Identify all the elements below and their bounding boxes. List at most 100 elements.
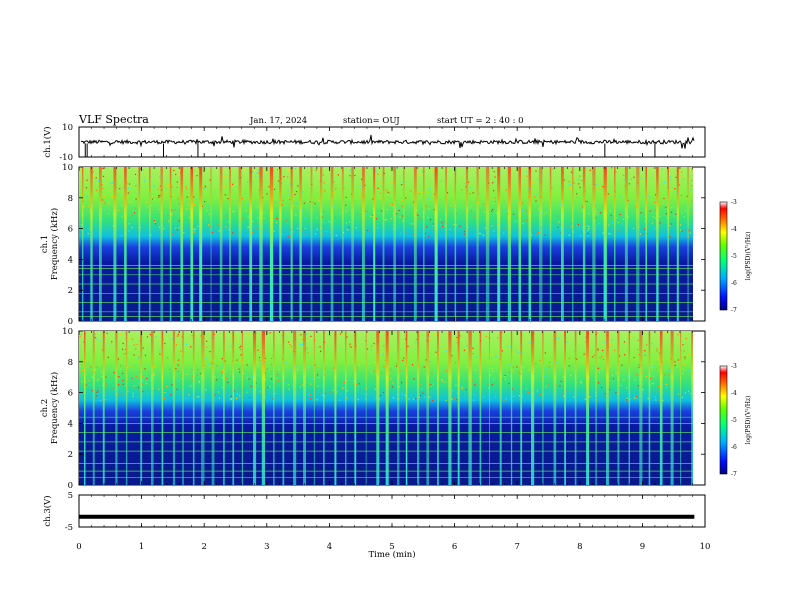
spectrogram-speckle xyxy=(117,393,120,395)
spectrogram-speckle xyxy=(108,213,110,215)
spectrogram-speckle xyxy=(166,386,168,388)
ch1-y-label: ch.1(V) xyxy=(42,126,53,157)
spectrogram-speckle xyxy=(497,337,499,339)
spectrogram-speckle xyxy=(143,343,145,345)
spectrogram-speckle xyxy=(167,186,169,188)
spectrogram-speckle xyxy=(504,332,506,334)
spectrogram-speckle xyxy=(271,363,273,365)
spectrogram-speckle xyxy=(169,368,171,370)
spectrogram-speckle xyxy=(430,337,432,340)
spectrogram-speckle xyxy=(281,335,283,337)
x-tick-label: 0 xyxy=(76,542,81,552)
spectrogram-speckle xyxy=(97,380,99,382)
spectrogram-speckle xyxy=(405,338,407,340)
spectrogram-speckle xyxy=(175,368,177,370)
spectrogram-speckle xyxy=(627,375,629,377)
spectrogram-speckle xyxy=(110,182,112,184)
spectrogram-speckle xyxy=(452,390,454,392)
spectrogram-speckle xyxy=(649,377,651,379)
spectrogram-speckle xyxy=(292,231,294,233)
spectrogram-speckle xyxy=(158,188,160,190)
spectrogram-speckle xyxy=(124,332,126,335)
sferic-streak xyxy=(376,331,380,485)
spectrogram-speckle xyxy=(428,190,430,192)
spectrogram-speckle xyxy=(134,364,136,366)
spectrogram-speckle xyxy=(523,184,525,186)
spectrogram-speckle xyxy=(443,220,445,223)
spectrogram-speckle xyxy=(357,398,359,401)
spectrogram-speckle xyxy=(435,334,437,336)
spectrogram-speckle xyxy=(537,179,539,181)
spectrogram-speckle xyxy=(318,199,320,202)
spectrogram-speckle xyxy=(410,205,412,207)
spectrogram-speckle xyxy=(99,340,101,342)
spectrogram-speckle xyxy=(122,342,124,344)
spectrogram-speckle xyxy=(149,334,151,336)
spectrogram-speckle xyxy=(186,188,188,190)
spectrogram-speckle xyxy=(248,226,250,228)
spectrogram-speckle xyxy=(97,390,99,392)
spectrogram-speckle xyxy=(154,219,156,221)
spectrogram-speckle xyxy=(396,167,398,169)
spectrogram-speckle xyxy=(256,362,258,364)
spectrogram-speckle xyxy=(513,395,515,397)
spectrogram-speckle xyxy=(687,369,689,371)
spectrogram-speckle xyxy=(347,379,349,381)
spectrogram-speckle xyxy=(403,357,405,359)
sferic-streak xyxy=(279,167,282,321)
spectrogram-speckle xyxy=(233,233,235,236)
sferic-streak xyxy=(303,331,306,485)
spectrogram-speckle xyxy=(536,390,538,392)
spectrogram-speckle xyxy=(576,196,578,198)
spectrogram-speckle xyxy=(304,217,306,219)
spectrogram-speckle xyxy=(176,388,178,390)
spectrogram-speckle xyxy=(281,195,283,197)
spectrogram-speckle xyxy=(455,362,457,364)
spectrogram-speckle xyxy=(399,370,401,372)
spectrogram-speckle xyxy=(174,169,176,171)
spectrogram-speckle xyxy=(691,169,693,171)
spectrogram-speckle xyxy=(281,182,283,184)
spectrogram-speckle xyxy=(167,184,169,186)
x-tick-label: 7 xyxy=(514,542,519,552)
spectrogram-speckle xyxy=(188,207,190,209)
spectrogram-speckle xyxy=(466,345,468,347)
spectrogram-speckle xyxy=(193,231,195,233)
spectrogram-speckle xyxy=(615,392,617,394)
spectrogram-speckle xyxy=(543,213,545,215)
sferic-streak xyxy=(229,167,231,321)
sferic-streak xyxy=(437,331,439,485)
spectrogram-speckle xyxy=(127,192,129,194)
spectrogram-speckle xyxy=(107,178,109,180)
spectrogram-speckle xyxy=(208,224,210,226)
spectrogram-speckle xyxy=(181,353,183,355)
spectrogram-speckle xyxy=(677,393,680,395)
spectrogram-speckle xyxy=(343,381,345,384)
spectrogram-speckle xyxy=(93,175,95,177)
spectrogram-speckle xyxy=(264,357,266,359)
spectrogram-speckle xyxy=(237,352,239,354)
sferic-streak xyxy=(362,167,365,321)
spectrogram-speckle xyxy=(425,205,428,207)
spectrogram-speckle xyxy=(176,181,178,183)
spectrogram-speckle xyxy=(258,356,261,359)
spectrogram-speckle xyxy=(674,364,676,366)
spectrogram-speckle xyxy=(442,380,444,382)
spectrogram-speckle xyxy=(117,358,119,360)
sferic-streak xyxy=(448,331,452,485)
spectrogram-speckle xyxy=(239,359,241,361)
spectrogram-speckle xyxy=(158,226,160,228)
spectrogram-speckle xyxy=(236,368,238,370)
spectrogram-speckle xyxy=(521,202,524,204)
spectrogram-speckle xyxy=(155,336,157,338)
spectrogram-speckle xyxy=(141,176,143,179)
spectrogram-speckle xyxy=(276,218,278,220)
spectrogram-speckle xyxy=(285,362,287,364)
spectrogram-speckle xyxy=(100,371,102,373)
spectrogram-speckle xyxy=(277,377,279,379)
spectrogram-speckle xyxy=(94,368,96,370)
spectrogram-speckle xyxy=(126,182,128,184)
spectrogram-speckle xyxy=(205,219,207,221)
spectrogram-speckle xyxy=(232,232,234,234)
